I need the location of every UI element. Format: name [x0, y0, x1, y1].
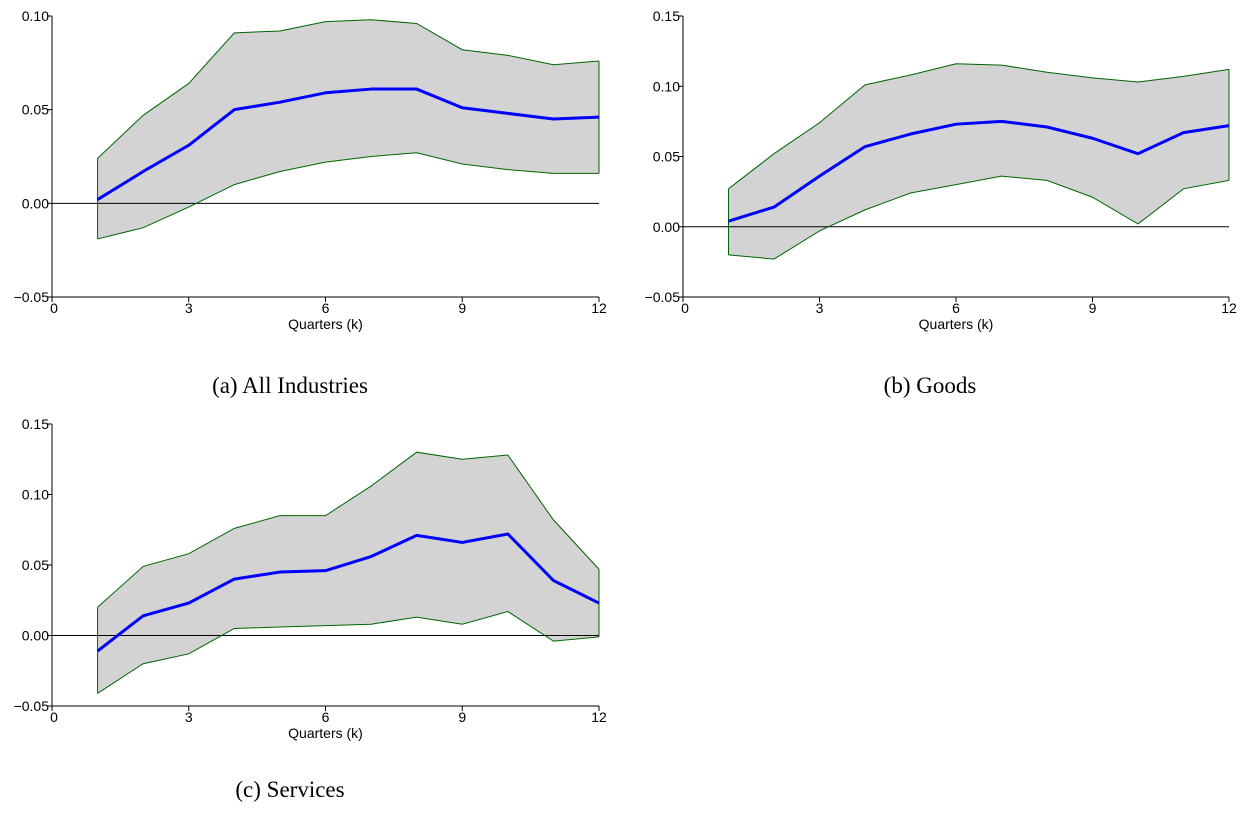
upper-bound-line	[97, 451, 600, 608]
x-tick-label: 12	[1221, 300, 1237, 316]
estimate-line	[728, 119, 1230, 223]
y-tick-label: 0.15	[22, 416, 49, 432]
caption-all-industries: (a) All Industries	[212, 373, 368, 398]
x-tick-label: 9	[458, 300, 466, 316]
x-tick-label: 6	[952, 300, 960, 316]
y-tick-label: 0.05	[22, 102, 49, 118]
caption-services: (c) Services	[235, 777, 344, 802]
y-tick-label: −0.05	[14, 698, 50, 714]
x-tick-label: 0	[681, 300, 689, 316]
y-tick-label: 0.10	[22, 8, 49, 24]
upper-bound-line	[728, 63, 1230, 190]
y-tick-label: 0.00	[22, 628, 49, 644]
x-tick-label: 9	[458, 709, 466, 725]
y-tick-label: 0.00	[22, 195, 49, 211]
y-tick-label: −0.05	[14, 289, 50, 305]
lower-bound-line	[97, 610, 600, 694]
panel-services: (c) Services −0.05 0.00 0.05 0.10 0.15 0 3 6 9 12…	[14, 416, 607, 802]
confidence-band	[97, 19, 599, 239]
x-tick-label: 9	[1089, 300, 1097, 316]
y-tick-label: −0.05	[645, 289, 681, 305]
y-tick-label: 0.05	[22, 557, 49, 573]
panel-all-industries: (a) All Industries −0.05 0.00 0.05 0.10 0 3 6 9…	[14, 8, 607, 398]
confidence-band	[97, 452, 599, 694]
x-tick-label: 3	[185, 300, 193, 316]
lower-bound-line	[728, 175, 1230, 260]
x-tick-label: 6	[322, 709, 330, 725]
confidence-band	[728, 63, 1229, 260]
y-tick-label: 0.00	[653, 219, 680, 235]
y-tick-label: 0.05	[653, 149, 680, 165]
x-tick-label: 0	[50, 709, 58, 725]
x-tick-label: 3	[816, 300, 824, 316]
x-tick-label: 12	[591, 709, 607, 725]
x-axis-label: Quarters (k)	[919, 316, 994, 332]
x-axis-label: Quarters (k)	[288, 316, 363, 332]
x-tick-label: 3	[185, 709, 193, 725]
estimate-line	[96, 87, 600, 201]
x-tick-label: 12	[591, 300, 607, 316]
estimate-line	[96, 532, 600, 653]
x-tick-label: 6	[322, 300, 330, 316]
y-tick-label: 0.15	[653, 8, 680, 24]
caption-goods: (b) Goods	[884, 373, 977, 398]
lower-bound-line	[97, 152, 599, 240]
upper-bound-line	[97, 19, 600, 159]
y-tick-label: 0.10	[653, 78, 680, 94]
x-tick-label: 0	[50, 300, 58, 316]
panel-goods: (b) Goods −0.05 0.00 0.05 0.10 0.15 0 3 6 9 12 Qua…	[645, 8, 1237, 398]
y-tick-label: 0.10	[22, 487, 49, 503]
x-axis-label: Quarters (k)	[288, 725, 363, 741]
